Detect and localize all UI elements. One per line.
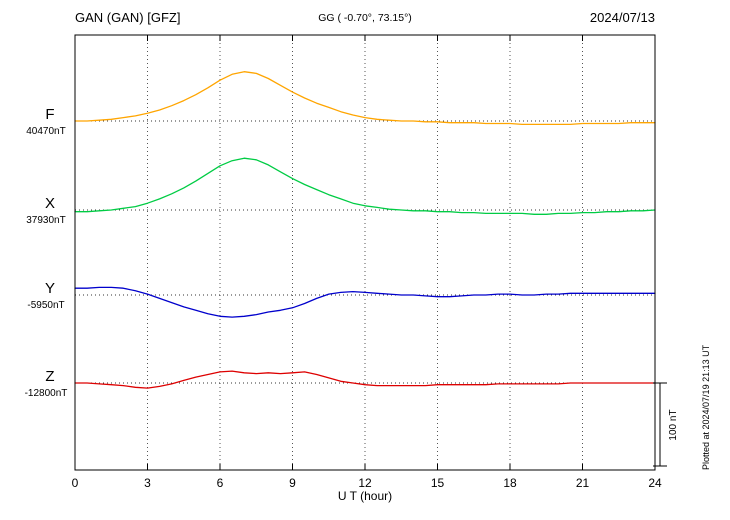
trace-Y <box>74 286 656 318</box>
x-tick-label: 9 <box>289 476 296 490</box>
trace-baseline-value-Z: -12800nT <box>25 388 68 399</box>
trace-F <box>74 71 656 126</box>
plot-date: 2024/07/13 <box>590 10 655 25</box>
trace-X <box>74 157 656 215</box>
x-tick-label: 15 <box>431 476 445 490</box>
trace-baseline-value-X: 37930nT <box>26 215 65 226</box>
trace-letter-X: X <box>45 195 55 212</box>
x-tick-label: 12 <box>358 476 372 490</box>
axis-tick-labels: 0 3 6 9 12 15 18 21 24 <box>72 476 662 490</box>
x-axis-label: U T (hour) <box>338 489 392 503</box>
plotted-at-note: Plotted at 2024/07/19 21:13 UT <box>701 344 711 470</box>
x-tick-label: 18 <box>503 476 517 490</box>
x-tick-label: 21 <box>576 476 590 490</box>
trace-Z <box>74 370 656 389</box>
trace-letter-Z: Z <box>45 368 54 385</box>
station-title: GAN (GAN) [GFZ] <box>75 10 180 25</box>
trace-letter-F: F <box>45 106 54 123</box>
trace-baseline-value-Y: -5950nT <box>27 300 64 311</box>
trace-letter-Y: Y <box>45 280 55 297</box>
x-tick-label: 3 <box>144 476 151 490</box>
x-tick-label: 24 <box>648 476 662 490</box>
x-tick-label: 0 <box>72 476 79 490</box>
trace-baseline-value-F: 40470nT <box>26 126 65 137</box>
plot-frame <box>74 34 656 471</box>
scale-bar-label: 100 nT <box>668 409 679 440</box>
x-tick-label: 6 <box>217 476 224 490</box>
baseline-lines <box>75 120 655 384</box>
trace-lines <box>74 71 656 389</box>
trace-labels: F 40470nT X 37930nT Y -5950nT Z -12800nT <box>25 106 68 399</box>
geographic-coords: GG ( -0.70°, 73.15°) <box>318 12 412 24</box>
scale-bar: 100 nT <box>653 382 679 467</box>
grid-lines <box>74 35 656 470</box>
